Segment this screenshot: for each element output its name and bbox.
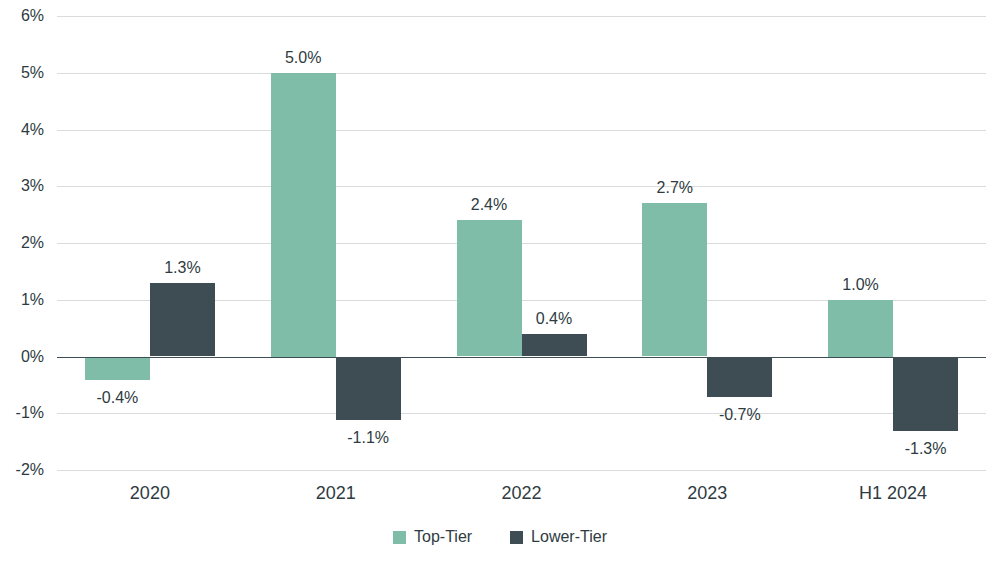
gridline — [57, 470, 986, 471]
y-axis-tick-label: 3% — [0, 176, 44, 196]
x-axis-category-label: 2022 — [462, 482, 582, 504]
bar-lower-tier-2020 — [150, 283, 215, 357]
x-axis-category-label: 2021 — [276, 482, 396, 504]
bar-lower-tier-2021 — [336, 358, 401, 420]
bar-lower-tier-2023 — [707, 358, 772, 398]
gridline — [57, 16, 986, 17]
bar-value-label: -1.1% — [316, 428, 421, 447]
x-axis-category-label: H1 2024 — [833, 482, 953, 504]
bar-top-tier-2020 — [85, 358, 150, 381]
y-axis-tick-label: -1% — [0, 403, 44, 423]
zero-axis-line — [57, 357, 986, 358]
y-axis-tick-label: -2% — [0, 460, 44, 480]
x-axis-category-label: 2020 — [90, 482, 210, 504]
legend-swatch-lower-tier — [510, 531, 523, 544]
bar-value-label: -1.3% — [873, 439, 978, 458]
legend: Top-Tier Lower-Tier — [0, 527, 1000, 547]
bar-value-label: 2.4% — [437, 195, 542, 214]
x-axis-category-label: 2023 — [647, 482, 767, 504]
y-axis-tick-label: 6% — [0, 6, 44, 26]
bar-top-tier-2023 — [642, 203, 707, 356]
y-axis-tick-label: 2% — [0, 233, 44, 253]
bar-value-label: -0.7% — [687, 405, 792, 424]
bar-top-tier-h1-2024 — [828, 300, 893, 357]
legend-label: Lower-Tier — [531, 527, 607, 547]
bar-top-tier-2022 — [457, 220, 522, 356]
y-axis-tick-label: 0% — [0, 347, 44, 367]
bar-value-label: 0.4% — [502, 309, 607, 328]
legend-item-lower-tier: Lower-Tier — [510, 527, 607, 547]
legend-item-top-tier: Top-Tier — [393, 527, 472, 547]
y-axis-tick-label: 5% — [0, 63, 44, 83]
grouped-bar-chart: 6% 5% 4% 3% 2% 1% 0% -1% -2% -0.4% 1.3% 2020 5.0% -1.… — [0, 0, 1000, 575]
bar-value-label: 1.0% — [808, 275, 913, 294]
gridline — [57, 186, 986, 187]
bar-value-label: 5.0% — [251, 48, 356, 67]
bar-value-label: -0.4% — [65, 388, 170, 407]
gridline — [57, 413, 986, 414]
plot-area: 6% 5% 4% 3% 2% 1% 0% -1% -2% -0.4% 1.3% 2020 5.0% -1.… — [0, 0, 1000, 575]
legend-label: Top-Tier — [414, 527, 472, 547]
gridline — [57, 73, 986, 74]
bar-value-label: 2.7% — [622, 178, 727, 197]
bar-value-label: 1.3% — [130, 258, 235, 277]
bar-top-tier-2021 — [271, 73, 336, 357]
y-axis-tick-label: 4% — [0, 120, 44, 140]
bar-lower-tier-2022 — [522, 334, 587, 357]
legend-swatch-top-tier — [393, 531, 406, 544]
y-axis-tick-label: 1% — [0, 290, 44, 310]
gridline — [57, 130, 986, 131]
bar-lower-tier-h1-2024 — [893, 358, 958, 432]
gridline — [57, 243, 986, 244]
